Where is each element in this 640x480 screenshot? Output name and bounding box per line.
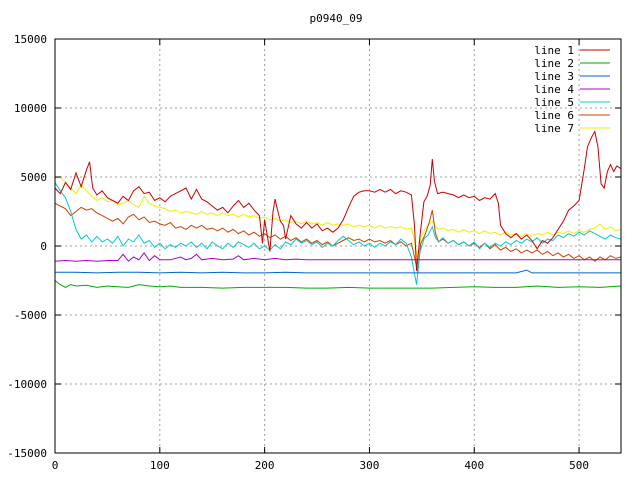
legend-label: line 3 bbox=[534, 70, 574, 83]
x-tick-label: 0 bbox=[52, 459, 59, 472]
x-tick-label: 300 bbox=[360, 459, 380, 472]
chart-title: p0940_09 bbox=[310, 12, 363, 25]
series-line-2 bbox=[54, 280, 622, 289]
y-tick-label: -15000 bbox=[7, 447, 47, 460]
series-layer bbox=[54, 130, 622, 289]
y-tick-label: 10000 bbox=[14, 102, 47, 115]
y-tick-label: 15000 bbox=[14, 33, 47, 46]
x-tick-label: 200 bbox=[255, 459, 275, 472]
legend-label: line 1 bbox=[534, 44, 574, 57]
legend-label: line 2 bbox=[534, 57, 574, 70]
legend-label: line 4 bbox=[534, 83, 574, 96]
y-tick-label: 5000 bbox=[21, 171, 48, 184]
x-tick-label: 100 bbox=[150, 459, 170, 472]
legend-label: line 5 bbox=[534, 96, 574, 109]
y-tick-label: 0 bbox=[40, 240, 47, 253]
series-line-7 bbox=[54, 176, 622, 260]
y-tick-label: -5000 bbox=[14, 309, 47, 322]
y-tick-label: -10000 bbox=[7, 378, 47, 391]
series-line-3 bbox=[55, 269, 621, 274]
series-line-1 bbox=[54, 130, 622, 271]
series-line-6 bbox=[54, 202, 622, 273]
legend-label: line 6 bbox=[534, 109, 574, 122]
series-line-4 bbox=[54, 252, 621, 262]
series-line-5 bbox=[54, 182, 622, 285]
x-tick-label: 500 bbox=[569, 459, 589, 472]
x-tick-label: 400 bbox=[464, 459, 484, 472]
grid-lines bbox=[55, 39, 621, 453]
axis-ticks: 0 100 200 300 400 500 -15000 -10000 -5000 0 5000 10… bbox=[7, 33, 621, 472]
legend-label: line 7 bbox=[534, 122, 574, 135]
